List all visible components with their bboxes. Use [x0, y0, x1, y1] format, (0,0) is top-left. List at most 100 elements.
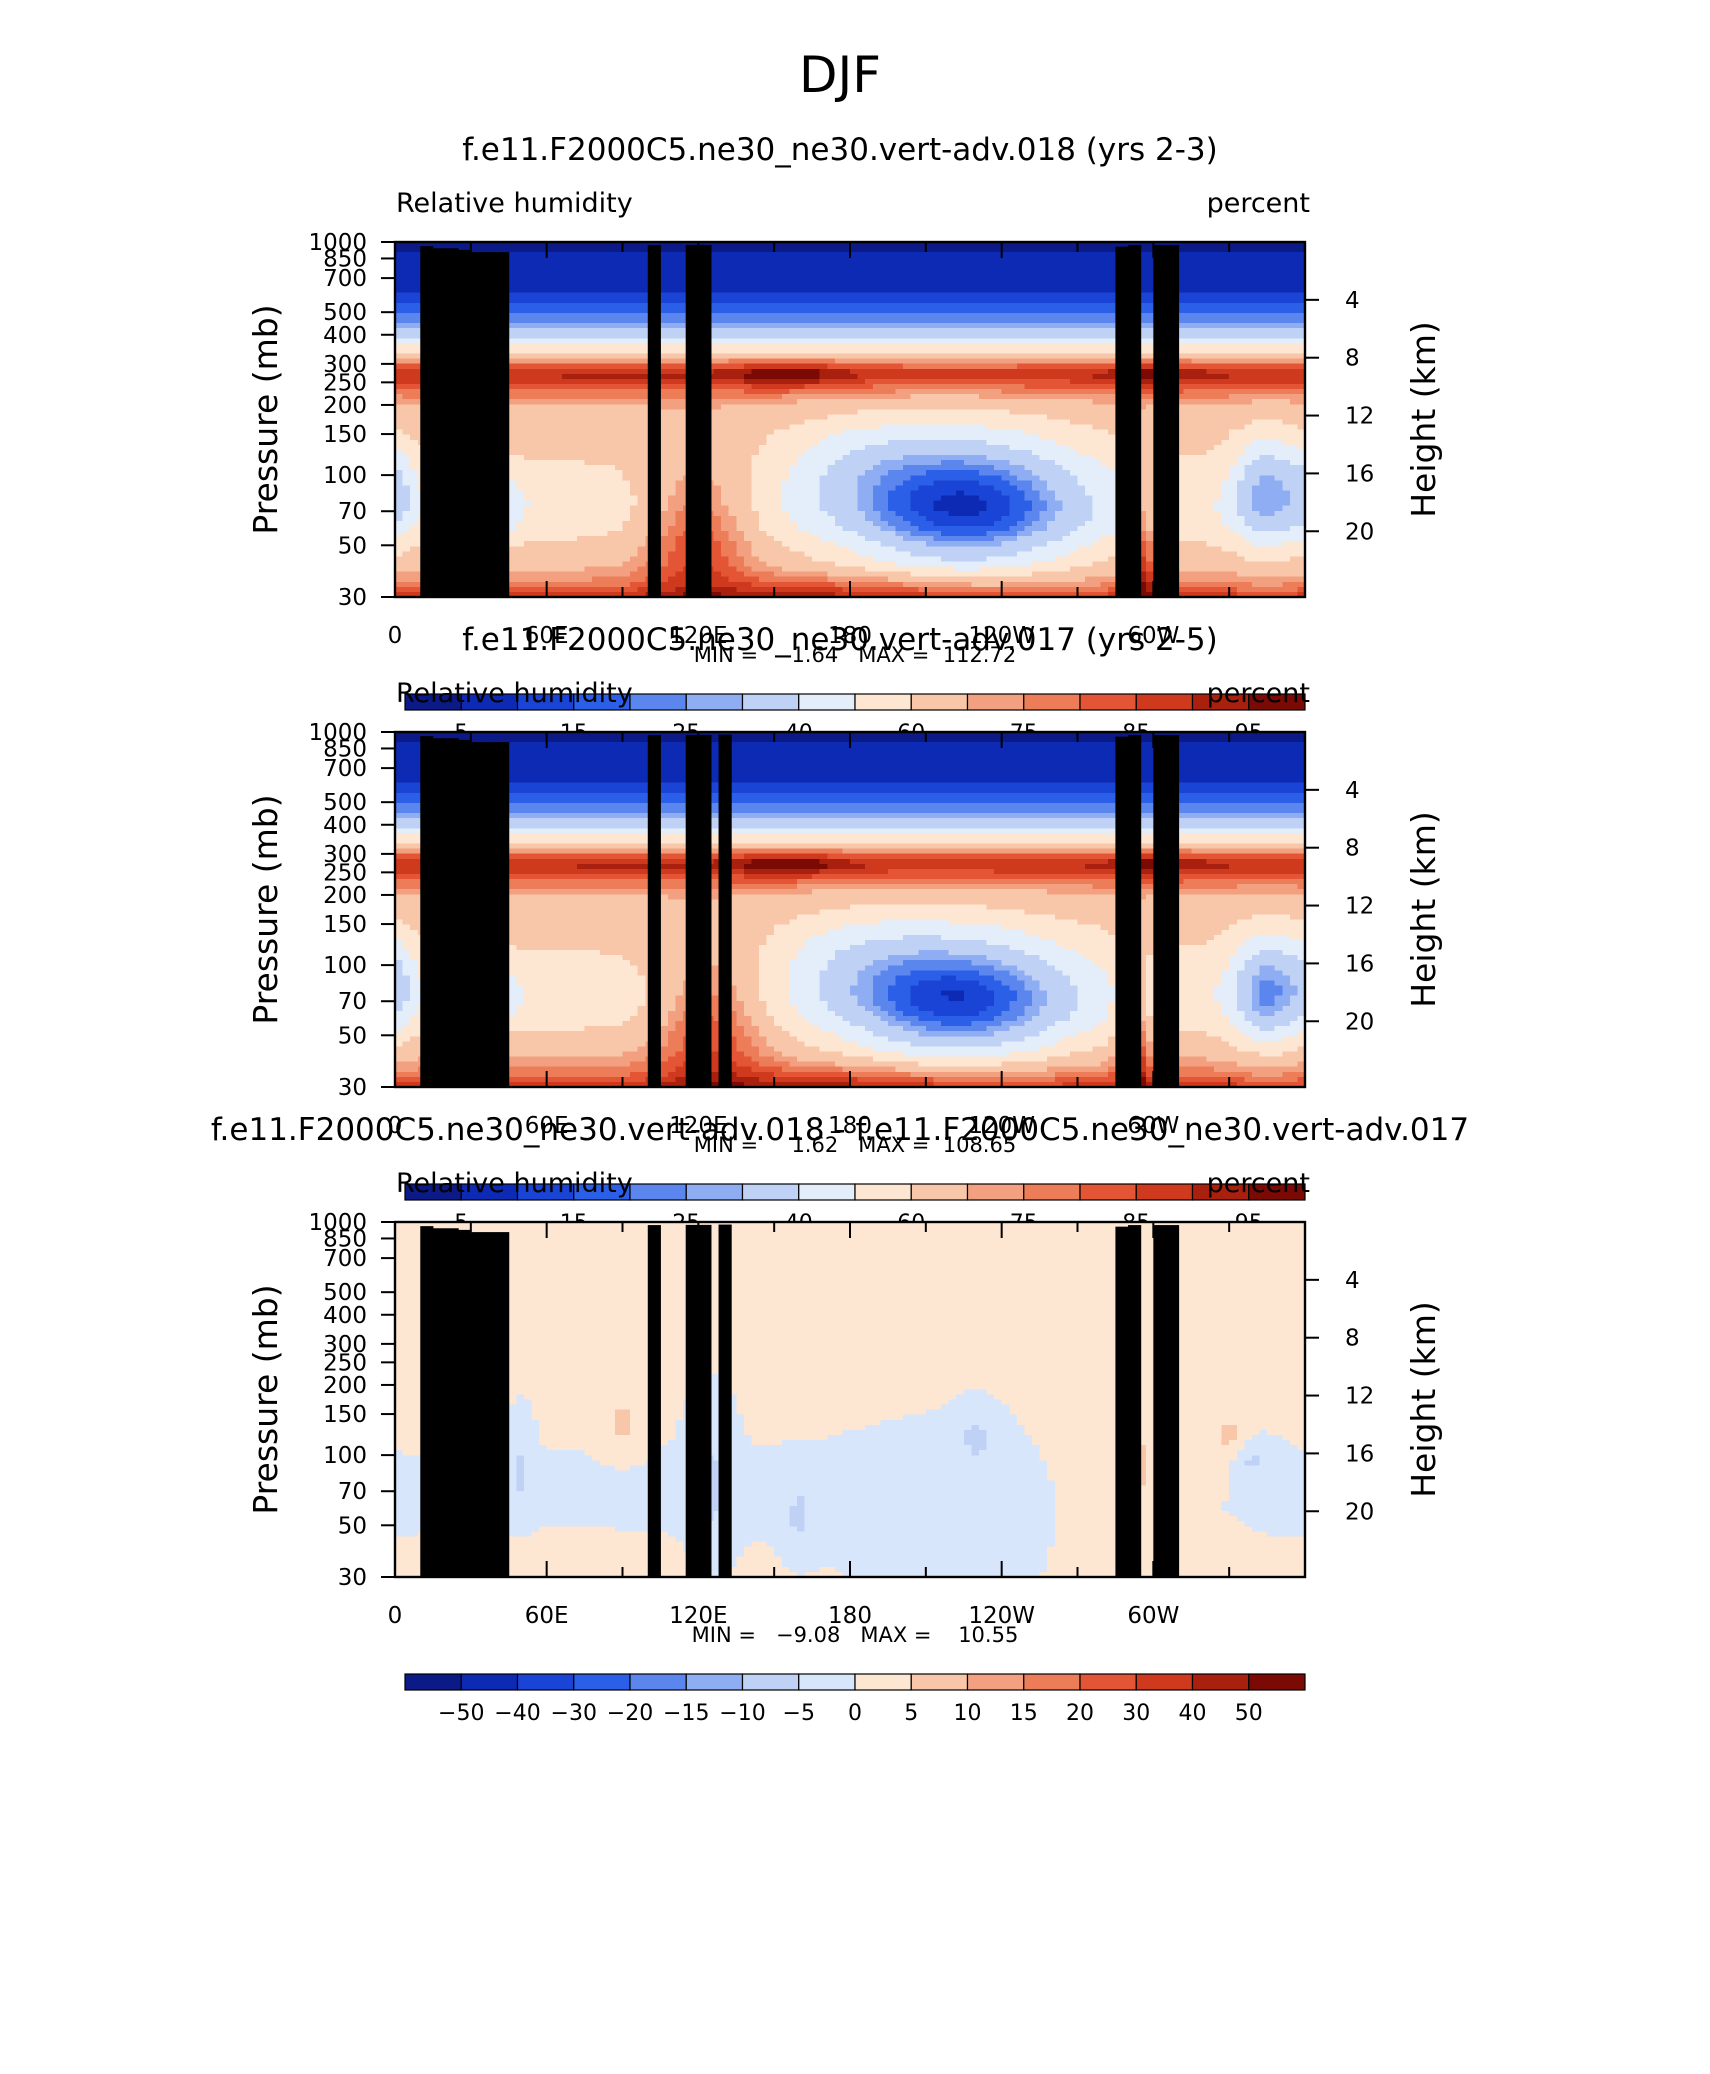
field-cell [1092, 338, 1101, 345]
field-cell [1032, 277, 1041, 284]
field-cell [948, 368, 957, 375]
field-cell [584, 252, 593, 258]
field-cell [880, 358, 889, 365]
field-cell [592, 318, 601, 324]
field-cell [1145, 282, 1154, 289]
field-cell [1251, 282, 1261, 289]
field-cell [1244, 348, 1253, 355]
field-cell [523, 267, 533, 274]
field-cell [531, 444, 540, 451]
field-cell [577, 267, 586, 274]
field-cell [925, 389, 935, 395]
field-cell [637, 358, 646, 365]
field-cell [971, 384, 980, 390]
field-cell [736, 353, 745, 360]
field-cell [607, 389, 616, 395]
field-cell [660, 358, 669, 365]
field-cell [546, 338, 555, 345]
field-cell [599, 449, 608, 456]
field-cell [819, 262, 828, 268]
field-cell [925, 348, 935, 355]
field-cell [827, 343, 836, 350]
field-cell [1047, 267, 1056, 274]
field-cell [1024, 313, 1033, 319]
field-cell [402, 313, 411, 319]
field-cell [1054, 277, 1063, 284]
field-cell [1077, 277, 1086, 284]
field-cell [1085, 353, 1094, 360]
field-cell [887, 267, 897, 274]
field-cell [622, 262, 631, 268]
field-cell [402, 338, 411, 345]
field-cell [910, 242, 919, 248]
field-cell [743, 257, 753, 263]
field-cell [622, 449, 631, 456]
field-cell [531, 394, 540, 400]
field-cell [516, 252, 525, 258]
field-cell [622, 247, 631, 253]
field-cell [751, 424, 760, 431]
field-cell [956, 267, 965, 274]
field-cell [607, 378, 616, 385]
field-cell [630, 257, 639, 263]
field-cell [751, 409, 760, 416]
field-cell [1191, 297, 1200, 304]
field-cell [622, 353, 631, 360]
field-cell [622, 434, 631, 441]
field-cell [812, 333, 821, 339]
field-cell [1138, 343, 1147, 350]
field-cell [941, 384, 950, 390]
field-cell [918, 409, 927, 416]
field-cell [736, 429, 745, 436]
field-cell [1206, 343, 1215, 350]
field-cell [872, 307, 881, 314]
field-cell [1214, 409, 1223, 416]
field-cell [675, 449, 684, 456]
field-cell [1221, 434, 1230, 441]
field-cell [1024, 297, 1033, 304]
field-cell [796, 318, 806, 324]
field-cell [1176, 282, 1185, 289]
field-cell [834, 384, 844, 390]
field-cell [736, 257, 745, 263]
field-cell [1107, 414, 1117, 421]
field-cell [1282, 378, 1291, 385]
field-cell [736, 439, 745, 446]
field-cell [713, 424, 722, 431]
field-cell [395, 292, 404, 299]
field-cell [986, 414, 995, 421]
field-cell [539, 424, 548, 431]
field-cell [1047, 323, 1056, 329]
field-cell [1092, 242, 1101, 248]
field-cell [986, 419, 995, 426]
field-cell [857, 313, 866, 319]
field-cell [1039, 384, 1048, 390]
field-cell [395, 262, 404, 268]
field-cell [963, 444, 972, 451]
field-cell [736, 378, 745, 385]
field-cell [584, 287, 593, 294]
field-cell [903, 343, 912, 350]
field-cell [1009, 302, 1018, 309]
field-cell [804, 368, 813, 375]
field-cell [1054, 439, 1063, 446]
field-cell [789, 444, 798, 451]
field-cell [1039, 399, 1048, 405]
field-cell [713, 404, 722, 410]
field-cell [804, 292, 813, 299]
field-cell [910, 394, 919, 400]
field-cell [850, 307, 859, 314]
field-cell [1259, 277, 1268, 284]
field-cell [592, 384, 601, 390]
field-cell [546, 363, 555, 370]
field-cell [834, 282, 844, 289]
field-cell [1054, 323, 1063, 329]
field-cell [1069, 292, 1079, 299]
field-cell [827, 282, 836, 289]
field-cell [895, 257, 904, 263]
field-cell [614, 378, 624, 385]
field-cell [1092, 444, 1101, 451]
field-cell [1214, 292, 1223, 299]
field-cell [812, 368, 821, 375]
field-cell [508, 373, 517, 380]
